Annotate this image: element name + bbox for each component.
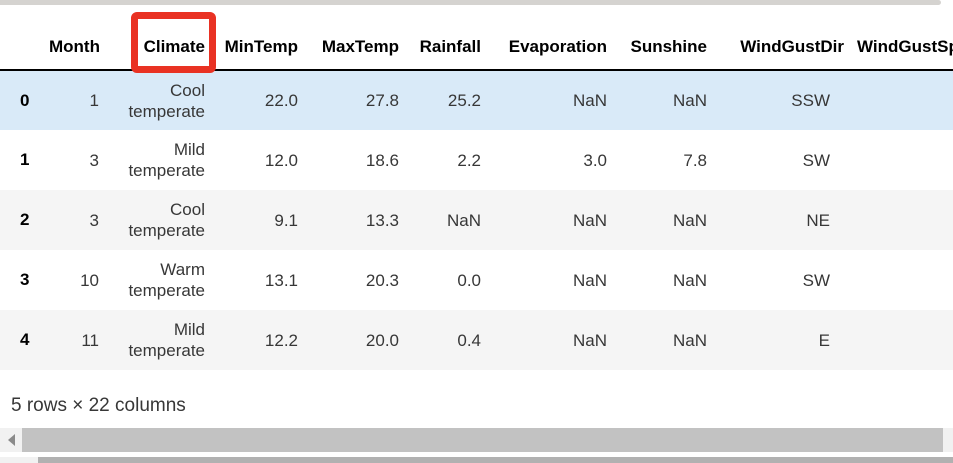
table-cell: SW (802, 150, 830, 170)
table-cell: NE (806, 210, 830, 230)
table-cell: 22.0 (264, 91, 298, 110)
table-cell: 7.8 (683, 150, 707, 170)
column-header-rainfall: Rainfall (405, 5, 487, 71)
table-cell: 20.3 (365, 270, 399, 290)
table-cell: NaN (672, 210, 707, 230)
table-cell: NaN (572, 330, 607, 350)
table-cell: SSW (791, 91, 830, 110)
table-cell: 0.4 (457, 330, 481, 350)
column-header-windgustspeed: WindGustSpe (850, 5, 953, 71)
scroll-left-button[interactable] (0, 428, 22, 452)
climate-column-annotation-box (131, 12, 216, 73)
table-row: 3 10 Warm temperate 13.1 20.3 0.0 NaN Na… (0, 250, 953, 310)
column-header-maxtemp: MaxTemp (304, 5, 405, 71)
table-cell: Mild temperate (128, 320, 205, 360)
column-header-sunshine: Sunshine (613, 5, 713, 71)
table-cell: NaN (446, 210, 481, 230)
column-header-windgustdir: WindGustDir (713, 5, 850, 71)
table-cell: NaN (672, 270, 707, 290)
dataframe-shape-summary: 5 rows × 22 columns (11, 395, 186, 416)
table-cell (850, 310, 953, 370)
left-triangle-icon (7, 434, 15, 446)
table-cell (850, 250, 953, 310)
table-cell: Warm temperate (128, 260, 205, 300)
table-cell: 0.0 (457, 270, 481, 290)
table-cell: 2.2 (457, 150, 481, 170)
table-cell: 12.0 (264, 150, 298, 170)
top-scrollbar-thumb[interactable] (0, 0, 941, 5)
table-cell: NaN (672, 330, 707, 350)
table-cell: 20.0 (365, 330, 399, 350)
table-cell: 11 (81, 330, 99, 350)
table-cell: 27.8 (365, 91, 399, 110)
table-cell: E (818, 330, 830, 350)
table-cell: 9.1 (274, 210, 298, 230)
table-cell: 1 (89, 91, 99, 110)
table-cell: 10 (80, 270, 99, 290)
table-cell (850, 70, 953, 130)
table-row: 4 11 Mild temperate 12.2 20.0 0.4 NaN Na… (0, 310, 953, 370)
table-cell: NaN (572, 91, 607, 110)
column-header-mintemp: MinTemp (211, 5, 304, 71)
table-cell: NaN (572, 210, 607, 230)
index-column-header (0, 5, 45, 71)
table-cell: 3 (89, 210, 99, 230)
table-row: 0 1 Cool temperate 22.0 27.8 25.2 NaN Na… (0, 70, 953, 130)
table-row: 1 3 Mild temperate 12.0 18.6 2.2 3.0 7.8… (0, 130, 953, 190)
table-cell: NaN (672, 91, 707, 110)
table-cell: 13.3 (365, 210, 399, 230)
table-cell: 3.0 (583, 150, 607, 170)
table-cell (850, 190, 953, 250)
row-index: 2 (20, 210, 30, 229)
table-cell: 3 (89, 150, 99, 170)
column-header-month: Month (45, 5, 105, 71)
table-cell: NaN (572, 270, 607, 290)
table-cell (850, 130, 953, 190)
table-cell: 18.6 (365, 150, 399, 170)
row-index: 0 (20, 90, 30, 110)
row-index: 1 (20, 150, 30, 169)
table-cell: SW (802, 270, 830, 290)
horizontal-scrollbar[interactable] (0, 428, 953, 452)
page-scrollbar-track[interactable] (0, 457, 38, 463)
table-row: 2 3 Cool temperate 9.1 13.3 NaN NaN NaN … (0, 190, 953, 250)
page-scrollbar[interactable] (0, 457, 953, 463)
table-cell: Cool temperate (128, 80, 205, 121)
table-cell: Mild temperate (128, 140, 205, 180)
page-scrollbar-thumb[interactable] (38, 457, 953, 463)
horizontal-scrollbar-thumb[interactable] (22, 428, 943, 452)
table-cell: Cool temperate (128, 200, 205, 240)
column-header-evaporation: Evaporation (487, 5, 613, 71)
table-cell: 25.2 (447, 91, 481, 110)
table-cell: 13.1 (264, 270, 298, 290)
row-index: 3 (20, 270, 30, 289)
table-cell: 12.2 (264, 330, 298, 350)
row-index: 4 (20, 330, 30, 349)
